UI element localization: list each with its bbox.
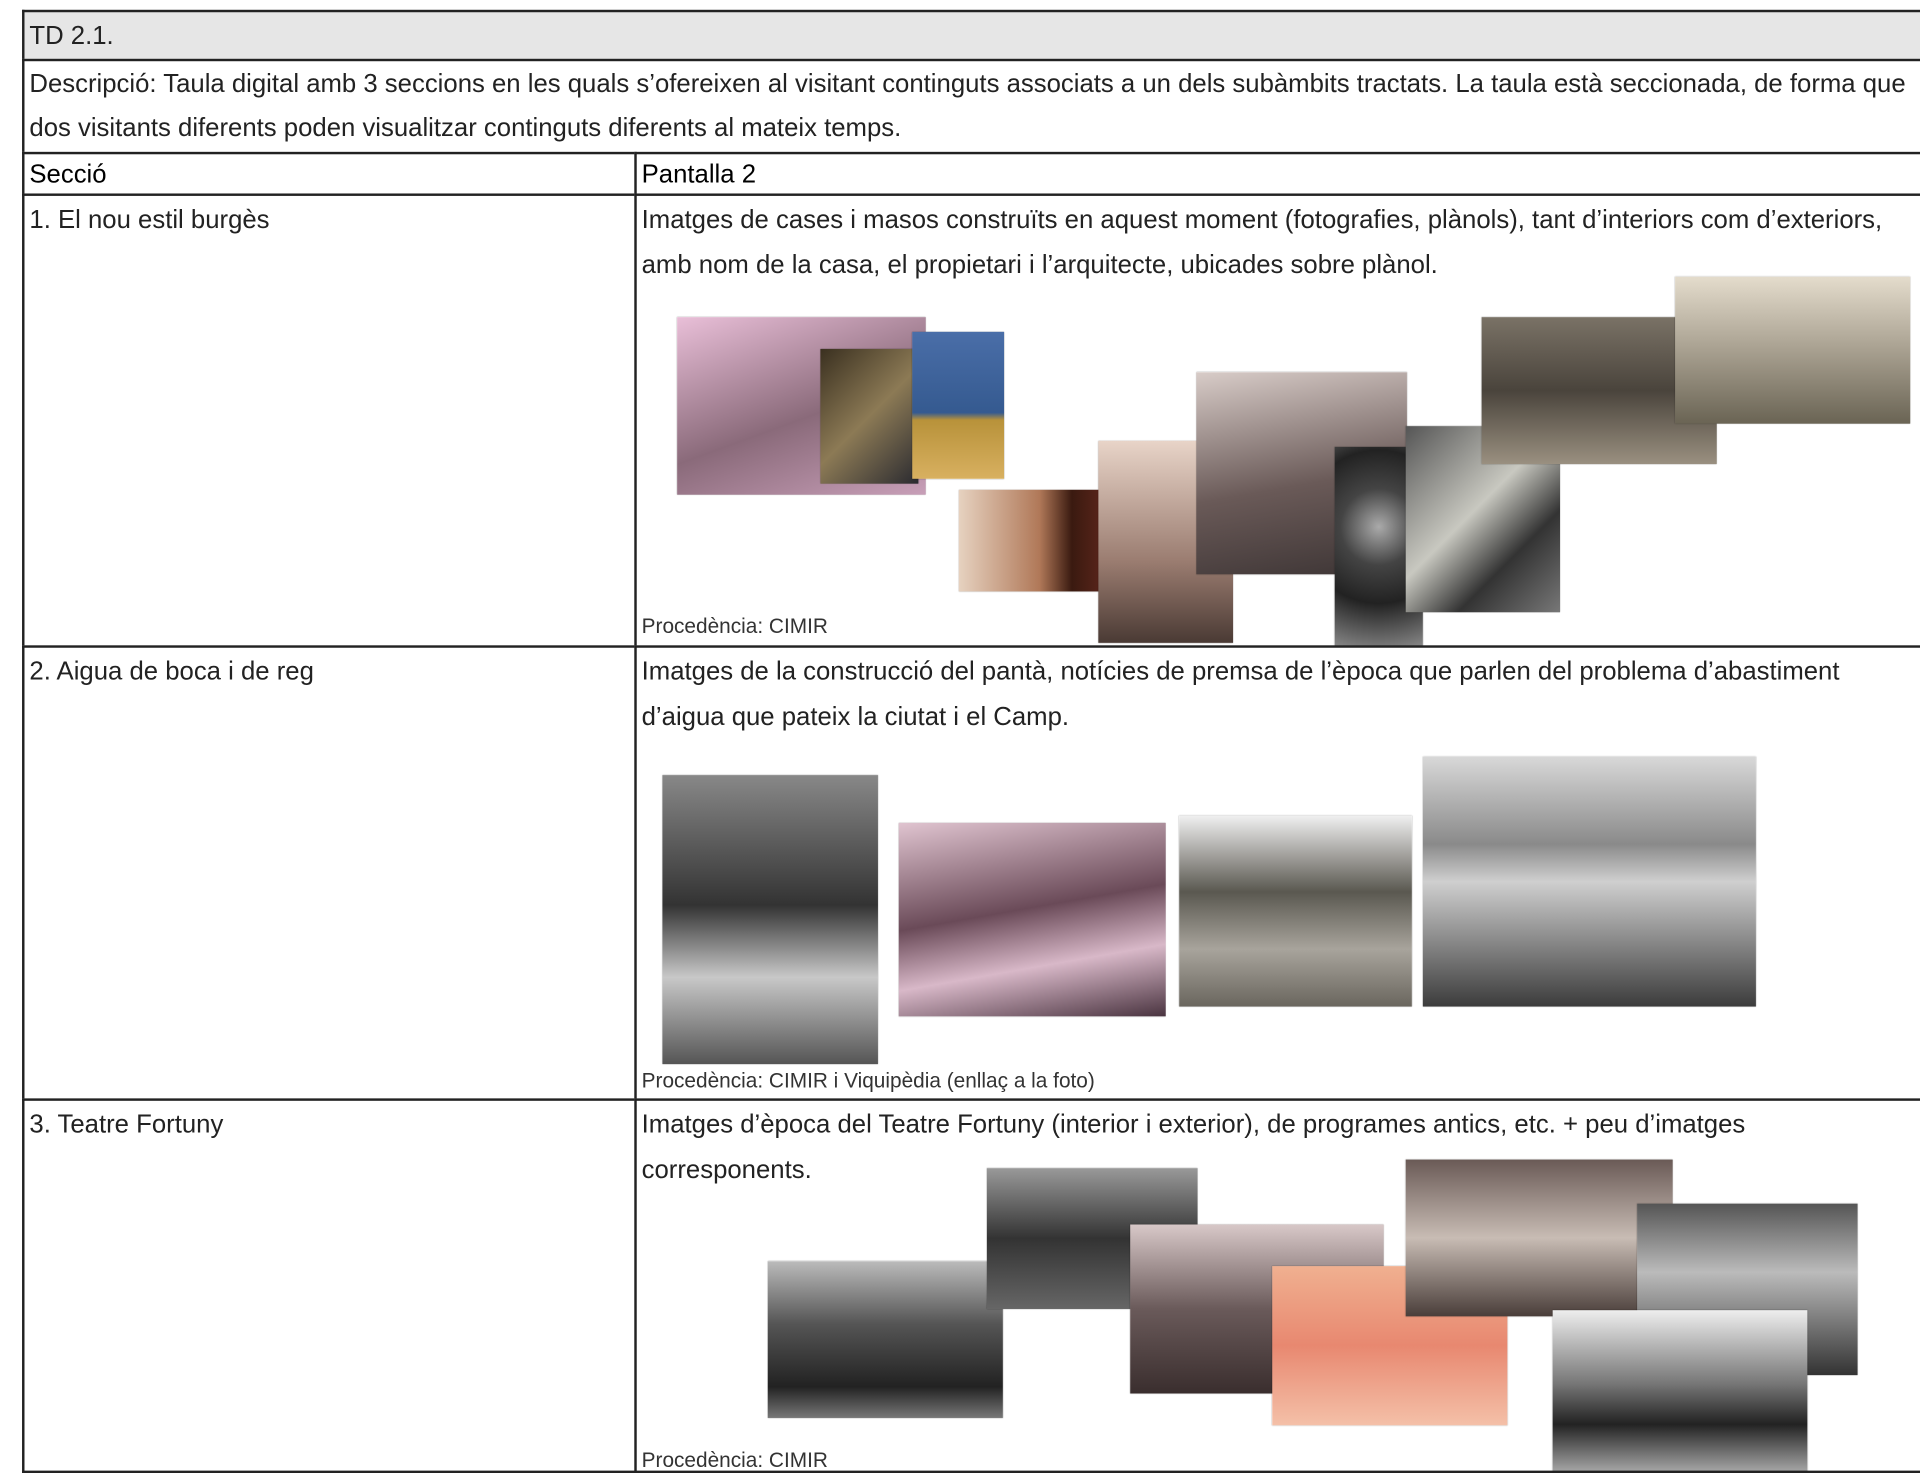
photo xyxy=(1422,756,1756,1007)
source: Procedència: CIMIR i Viquipèdia (enllaç … xyxy=(641,1068,1095,1093)
photo xyxy=(912,331,1005,479)
content-text: Imatges de la construcció del pantà, not… xyxy=(641,657,1840,732)
description: Descripció: Taula digital amb 3 seccions… xyxy=(29,69,1906,143)
photo xyxy=(1552,1310,1808,1473)
section-cell: 2. Aigua de boca i de reg xyxy=(22,645,635,1099)
source: Procedència: CIMIR xyxy=(641,614,828,638)
photo xyxy=(820,348,919,484)
column-header-text: Secció xyxy=(29,160,107,189)
content-text: Imatges d’època del Teatre Fortuny (inte… xyxy=(641,1110,1746,1185)
section-name: 2. Aigua de boca i de reg xyxy=(29,657,314,686)
column-header: Pantalla 2 xyxy=(634,151,1920,194)
content-text: Imatges de cases i masos construïts en a… xyxy=(641,205,1883,280)
section-name: 1. El nou estil burgès xyxy=(29,205,270,234)
photo xyxy=(1179,815,1412,1007)
source: Procedència: CIMIR xyxy=(641,1448,828,1472)
photo xyxy=(662,775,878,1065)
section-cell: 3. Teatre Fortuny xyxy=(22,1098,635,1473)
content-cell: Imatges de la construcció del pantà, not… xyxy=(634,645,1920,1099)
column-header: Secció xyxy=(22,151,635,194)
title: TD 2.1. xyxy=(29,22,114,51)
photo xyxy=(1675,276,1911,424)
photo xyxy=(958,489,1121,592)
content-cell: Imatges de cases i masos construïts en a… xyxy=(634,193,1920,646)
section-name: 3. Teatre Fortuny xyxy=(29,1110,224,1139)
photo xyxy=(767,1261,1003,1418)
column-header-text: Pantalla 2 xyxy=(641,160,757,189)
photo xyxy=(1405,1159,1673,1317)
table-border xyxy=(22,1470,1920,1473)
section-cell: 1. El nou estil burgès xyxy=(22,193,635,646)
content-cell: Imatges d’època del Teatre Fortuny (inte… xyxy=(634,1098,1920,1473)
description-cell: Descripció: Taula digital amb 3 seccions… xyxy=(22,58,1920,152)
title-cell: TD 2.1. xyxy=(22,9,1920,59)
photo xyxy=(898,822,1166,1017)
